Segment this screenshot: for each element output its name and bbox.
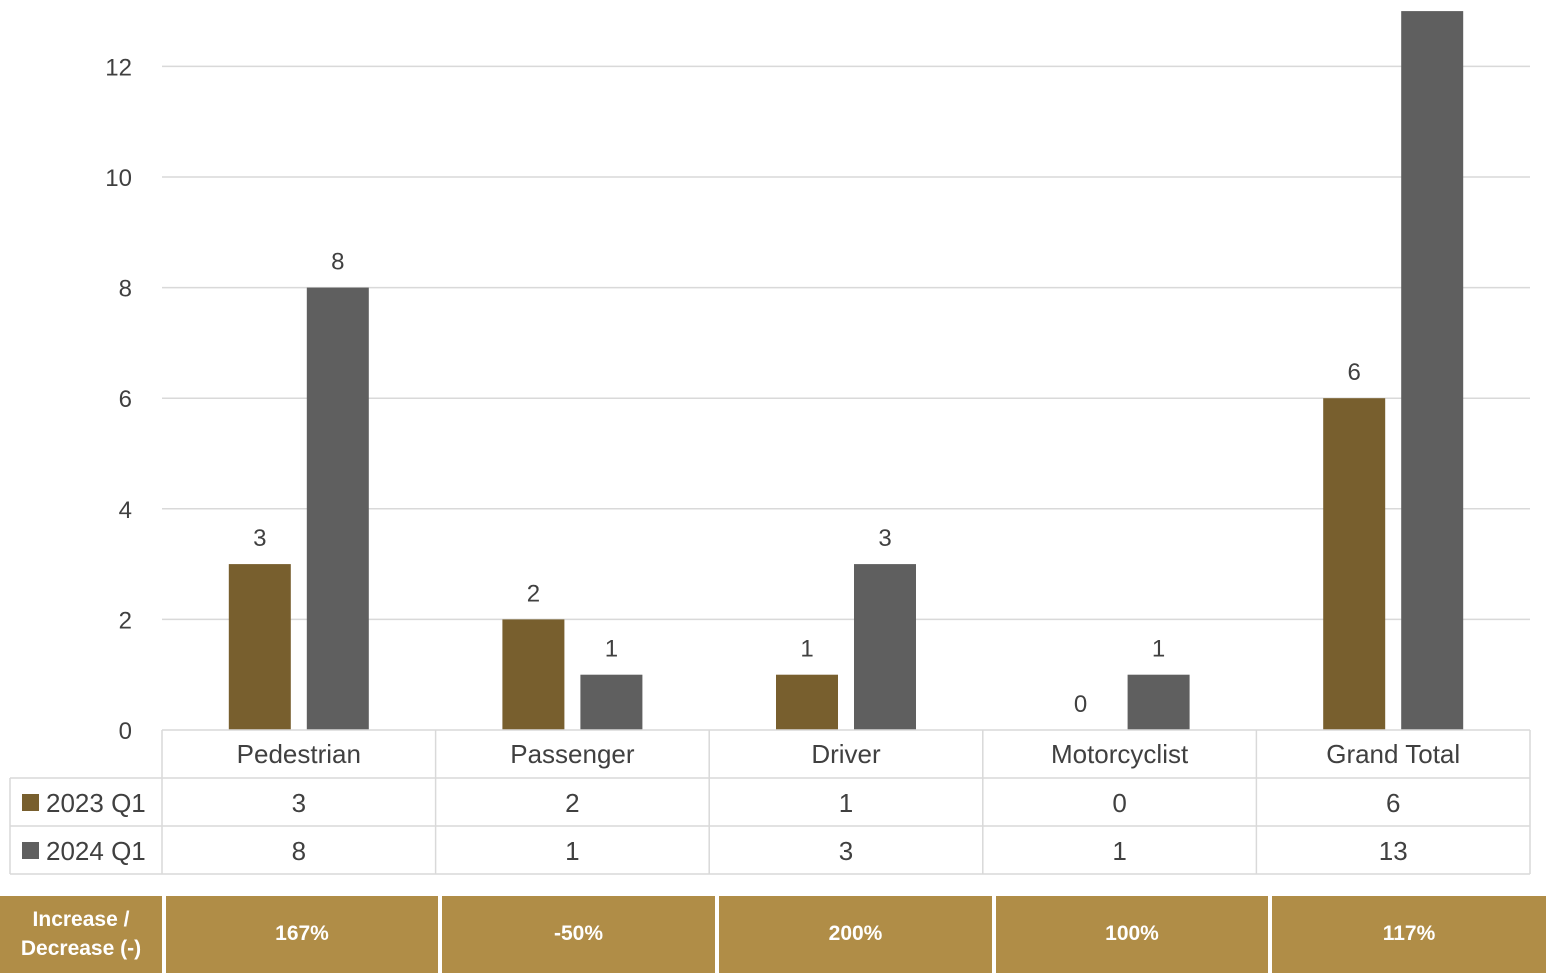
- y-tick-label: 10: [105, 165, 132, 192]
- category-label-passenger: Passenger: [510, 739, 635, 769]
- category-label-driver: Driver: [811, 739, 881, 769]
- legend-label-2024-q1: 2024 Q1: [46, 836, 146, 866]
- change-value-grand-total: 117%: [1272, 896, 1546, 973]
- legend-label-2023-q1: 2023 Q1: [46, 788, 146, 818]
- data-label-2023-q1-driver: 1: [800, 636, 813, 663]
- table-cell-2023-q1-grand-total: 6: [1386, 788, 1400, 818]
- y-tick-label: 4: [119, 497, 132, 524]
- table-cell-2023-q1-pedestrian: 3: [292, 788, 306, 818]
- change-row-label: Increase / Decrease (-): [0, 896, 162, 973]
- y-tick-label: 6: [119, 386, 132, 413]
- y-tick-label: 2: [119, 607, 132, 634]
- table-cell-2023-q1-passenger: 2: [565, 788, 579, 818]
- legend-key-2024-q1: [22, 842, 39, 859]
- data-label-2023-q1-passenger: 2: [527, 580, 540, 607]
- category-label-motorcyclist: Motorcyclist: [1051, 739, 1189, 769]
- bar-2023-q1-driver: [776, 674, 838, 730]
- bar-2024-q1-passenger: [580, 674, 643, 730]
- table-cell-2024-q1-motorcyclist: 1: [1112, 836, 1126, 866]
- bar-2024-q1-driver: [854, 564, 916, 730]
- change-value-motorcyclist: 100%: [996, 896, 1268, 973]
- category-label-grand-total: Grand Total: [1326, 739, 1460, 769]
- bar-2024-q1-grand-total: [1401, 11, 1464, 731]
- data-label-2024-q1-motorcyclist: 1: [1152, 636, 1165, 663]
- bar-2023-q1-pedestrian: [228, 564, 291, 730]
- change-value-passenger: -50%: [442, 896, 715, 973]
- table-cell-2023-q1-driver: 1: [839, 788, 853, 818]
- category-label-pedestrian: Pedestrian: [237, 739, 361, 769]
- legend-key-2023-q1: [22, 794, 39, 811]
- data-label-2023-q1-pedestrian: 3: [253, 525, 266, 552]
- table-cell-2024-q1-passenger: 1: [565, 836, 579, 866]
- data-label-2023-q1-grand-total: 6: [1348, 359, 1361, 386]
- y-tick-label: 12: [105, 54, 132, 81]
- table-cell-2024-q1-grand-total: 13: [1379, 836, 1408, 866]
- change-value-pedestrian: 167%: [166, 896, 438, 973]
- data-label-2024-q1-passenger: 1: [605, 636, 618, 663]
- change-row: Increase / Decrease (-) 167% -50% 200% 1…: [0, 896, 1546, 973]
- change-value-driver: 200%: [719, 896, 992, 973]
- table-cell-2024-q1-pedestrian: 8: [292, 836, 306, 866]
- table-cell-2023-q1-motorcyclist: 0: [1112, 788, 1126, 818]
- data-label-2024-q1-pedestrian: 8: [331, 249, 344, 276]
- y-tick-label: 8: [119, 276, 132, 303]
- bar-2023-q1-passenger: [502, 619, 565, 730]
- data-label-2023-q1-motorcyclist: 0: [1074, 691, 1087, 718]
- y-tick-label: 0: [119, 718, 132, 745]
- bar-2023-q1-grand-total: [1323, 398, 1386, 730]
- table-cell-2024-q1-driver: 3: [839, 836, 853, 866]
- bar-chart: 02468101232106813113PedestrianPassengerD…: [9, 11, 1531, 875]
- data-label-2024-q1-driver: 3: [878, 525, 891, 552]
- bar-2024-q1-pedestrian: [306, 287, 369, 730]
- bar-2024-q1-motorcyclist: [1127, 674, 1190, 730]
